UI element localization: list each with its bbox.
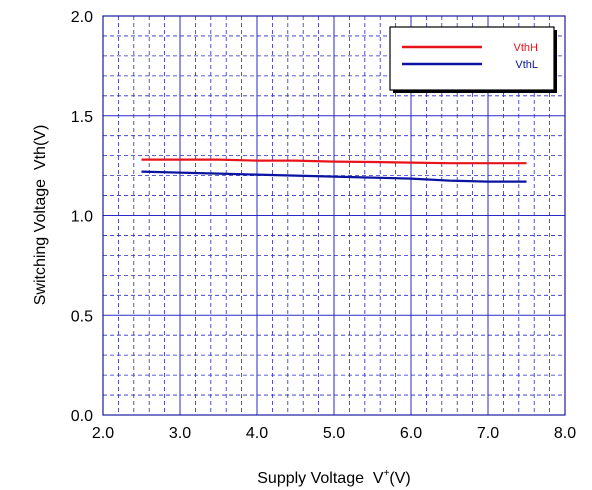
x-tick-label: 4.0	[246, 425, 268, 442]
y-tick-label: 0.0	[71, 408, 93, 425]
x-tick-label: 6.0	[400, 425, 422, 442]
legend-label-vthl: VthL	[515, 59, 538, 71]
x-axis-title-unit: (V)	[389, 470, 410, 487]
x-tick-label: 8.0	[554, 425, 576, 442]
x-tick-label: 5.0	[323, 425, 345, 442]
y-tick-label: 2.0	[71, 9, 93, 26]
plot-frame	[102, 15, 566, 416]
legend-label-vthh: VthH	[514, 42, 539, 54]
y-tick-label: 1.5	[71, 109, 93, 126]
x-tick-label: 3.0	[169, 425, 191, 442]
series-line-vthl	[141, 170, 527, 183]
x-tick-label: 7.0	[477, 425, 499, 442]
series-line-vthh	[141, 158, 527, 165]
y-axis-title: Switching Voltage Vth(V)	[32, 125, 49, 306]
legend-box	[389, 26, 555, 91]
y-tick-label: 1.0	[71, 209, 93, 226]
x-axis-title-superscript: +	[384, 468, 390, 479]
x-tick-label: 2.0	[92, 425, 114, 442]
x-axis-title-main: Supply Voltage V	[257, 470, 384, 487]
y-tick-label: 0.5	[71, 308, 93, 325]
x-axis-title: Supply Voltage V+(V)	[257, 468, 410, 487]
